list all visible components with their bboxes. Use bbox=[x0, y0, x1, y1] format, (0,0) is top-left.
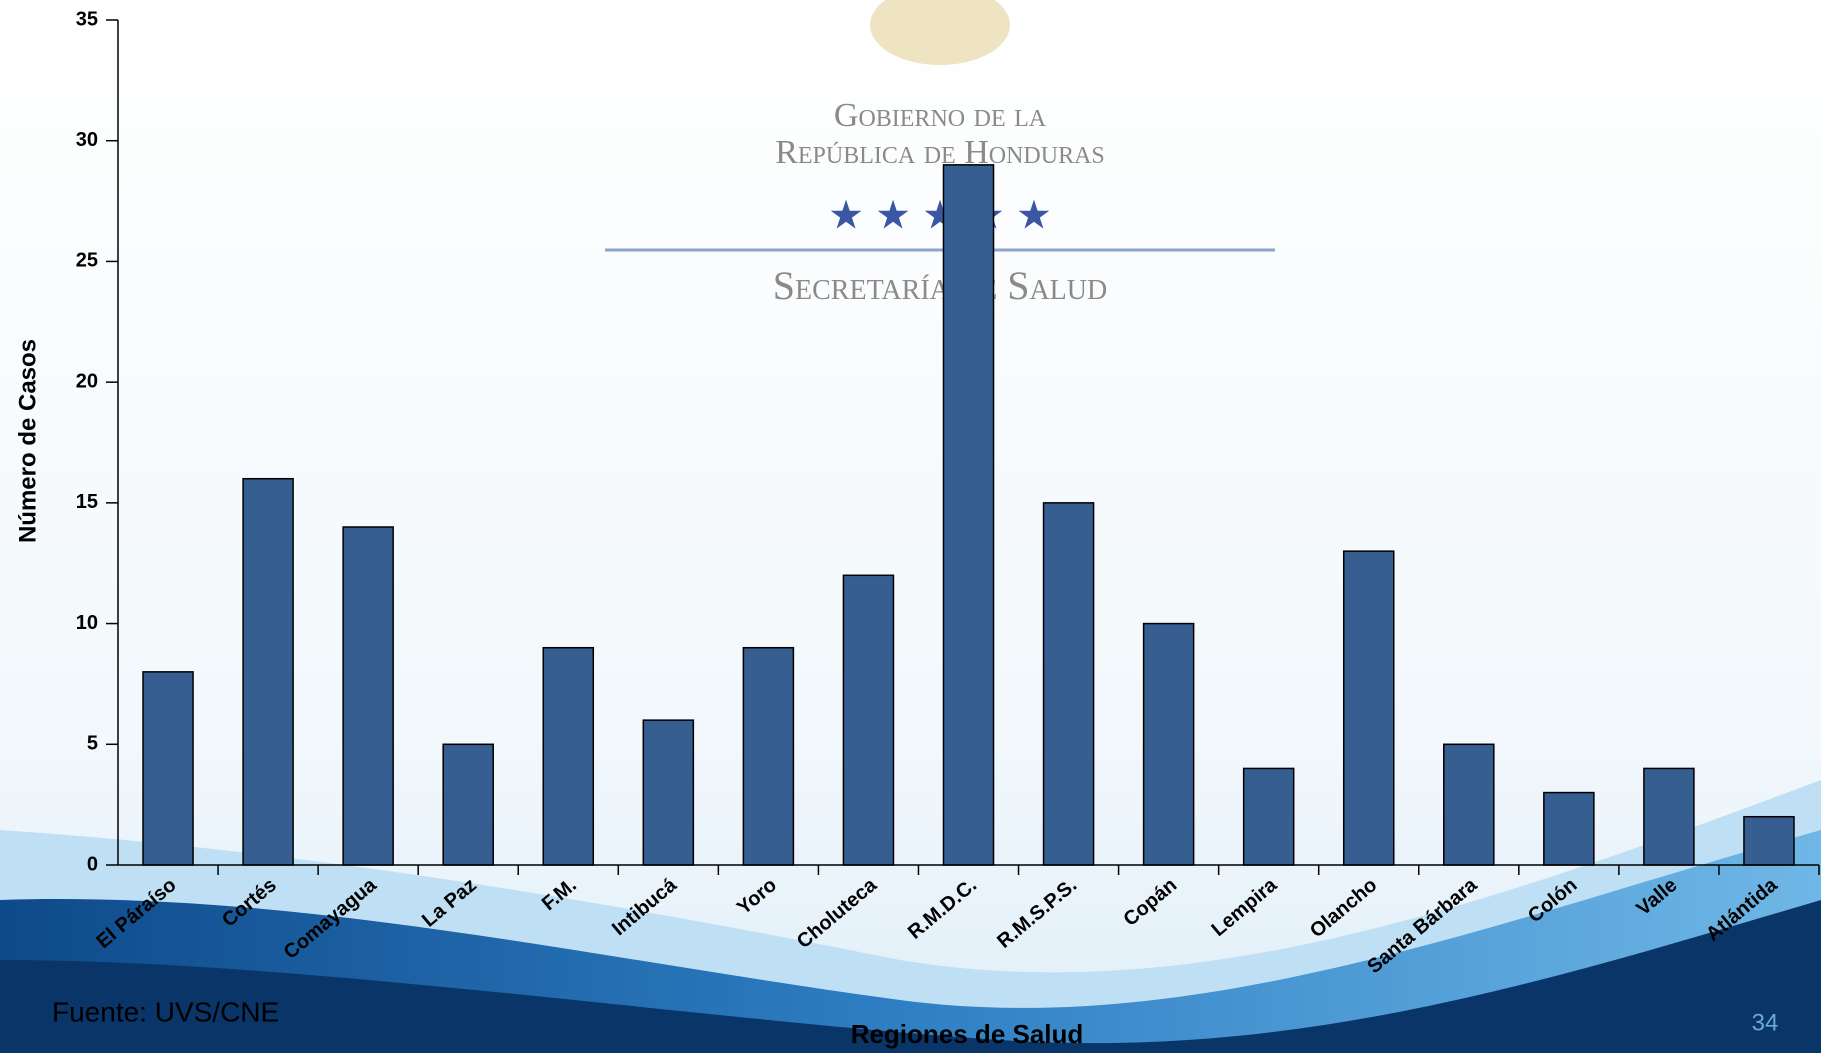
wave-dark bbox=[0, 900, 1821, 1053]
bar bbox=[842, 574, 895, 866]
y-tick-label: 5 bbox=[87, 733, 98, 755]
bar bbox=[342, 526, 394, 866]
y-axis-title: Número de Casos bbox=[14, 339, 41, 543]
y-tick-label: 15 bbox=[76, 491, 98, 513]
logo: Gobierno de la República de Honduras ★ ★… bbox=[605, 0, 1275, 308]
bar bbox=[1743, 815, 1795, 866]
y-tick-label: 35 bbox=[76, 8, 98, 30]
bar bbox=[942, 164, 995, 866]
y-tick-label: 10 bbox=[76, 612, 98, 634]
y-tick-label: 0 bbox=[87, 853, 98, 875]
stars: ★ ★ ★ ★ ★ bbox=[828, 194, 1052, 238]
bar bbox=[242, 477, 294, 866]
bar bbox=[1443, 743, 1495, 866]
bar bbox=[742, 646, 795, 866]
page-number: 34 bbox=[1752, 1009, 1779, 1036]
bar bbox=[442, 743, 494, 866]
source: Fuente: UVS/CNE bbox=[52, 996, 279, 1027]
bar bbox=[1142, 622, 1195, 866]
logo-line: Gobierno de la bbox=[834, 97, 1047, 134]
bar bbox=[1242, 767, 1295, 866]
y-tick-label: 30 bbox=[76, 129, 98, 151]
bar bbox=[1643, 767, 1695, 866]
y-tick-label: 25 bbox=[76, 250, 98, 272]
emblem bbox=[870, 0, 1010, 65]
bar bbox=[542, 646, 595, 866]
x-axis-title: Regiones de Salud bbox=[851, 1019, 1084, 1049]
bar bbox=[1342, 550, 1395, 866]
y-tick-label: 20 bbox=[76, 370, 98, 392]
bar bbox=[142, 671, 194, 866]
bar bbox=[642, 719, 695, 866]
logo-line: República de Honduras bbox=[775, 134, 1105, 171]
bar bbox=[1042, 502, 1095, 866]
bar bbox=[1543, 791, 1595, 866]
logo-line: Secretaría de Salud bbox=[773, 263, 1107, 308]
